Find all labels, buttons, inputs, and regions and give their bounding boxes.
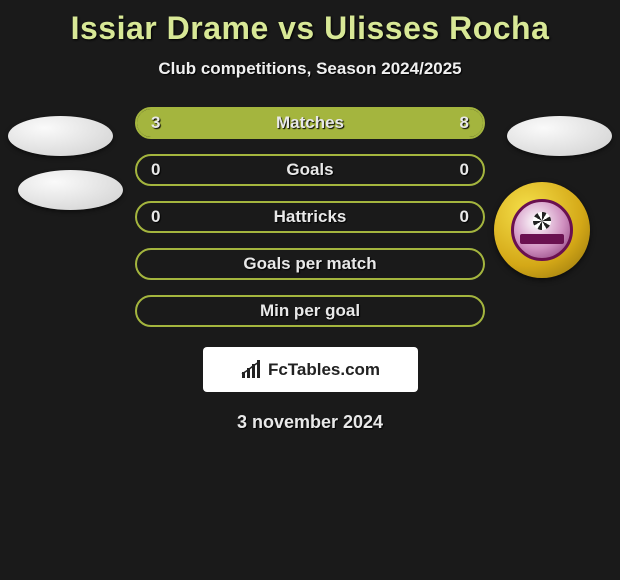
crest-inner: [511, 199, 573, 261]
stat-right-value: 0: [460, 207, 469, 227]
stat-row-hattricks: 0 Hattricks 0: [135, 201, 485, 233]
fctables-logo-text: FcTables.com: [268, 360, 380, 380]
stat-right-value: 0: [460, 160, 469, 180]
stat-label: Matches: [276, 113, 344, 133]
stat-left-value: 3: [151, 113, 160, 133]
stat-label: Min per goal: [260, 301, 360, 321]
stat-row-matches: 3 Matches 8: [135, 107, 485, 139]
player-left-badge-placeholder-1: [8, 116, 113, 156]
page-title: Issiar Drame vs Ulisses Rocha: [0, 0, 620, 47]
crest-stripe: [520, 234, 564, 244]
stat-row-goals: 0 Goals 0: [135, 154, 485, 186]
stat-label: Hattricks: [274, 207, 347, 227]
page-subtitle: Club competitions, Season 2024/2025: [0, 59, 620, 79]
player-left-badge-placeholder-2: [18, 170, 123, 210]
stat-left-value: 0: [151, 207, 160, 227]
nacional-madeira-crest: [494, 182, 590, 278]
stat-label: Goals: [286, 160, 333, 180]
stat-row-goals-per-match: Goals per match: [135, 248, 485, 280]
fctables-logo: FcTables.com: [203, 347, 418, 392]
bar-chart-icon: [240, 360, 264, 380]
stat-right-value: 8: [460, 113, 469, 133]
stat-left-value: 0: [151, 160, 160, 180]
date-label: 3 november 2024: [0, 412, 620, 433]
stat-fill-right: [230, 109, 483, 137]
stat-row-min-per-goal: Min per goal: [135, 295, 485, 327]
player-right-badge-placeholder-1: [507, 116, 612, 156]
stat-label: Goals per match: [243, 254, 376, 274]
crest-ball-icon: [533, 212, 551, 230]
